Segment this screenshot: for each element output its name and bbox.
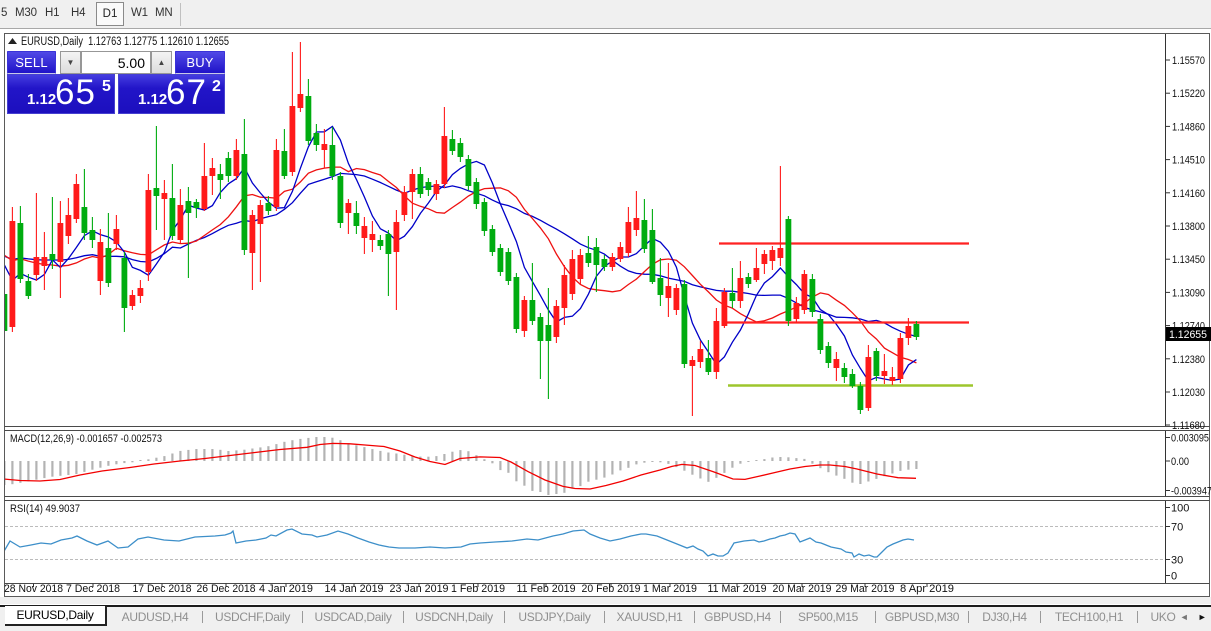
svg-text:-0.003947: -0.003947 — [1171, 486, 1211, 498]
svg-text:29 Mar 2019: 29 Mar 2019 — [836, 583, 895, 595]
svg-text:1 Mar 2019: 1 Mar 2019 — [643, 583, 697, 595]
svg-text:14 Jan 2019: 14 Jan 2019 — [325, 583, 384, 595]
svg-text:1 Feb 2019: 1 Feb 2019 — [451, 583, 505, 595]
svg-text:1.12380: 1.12380 — [1172, 354, 1205, 366]
svg-text:20 Feb 2019: 20 Feb 2019 — [582, 583, 641, 595]
svg-text:1.14510: 1.14510 — [1172, 155, 1205, 167]
svg-text:4 Jan 2019: 4 Jan 2019 — [259, 583, 313, 595]
svg-text:28 Nov 2018: 28 Nov 2018 — [4, 583, 63, 595]
svg-text:1.15570: 1.15570 — [1172, 55, 1205, 67]
svg-text:0: 0 — [1171, 571, 1177, 583]
svg-text:20 Mar 2019: 20 Mar 2019 — [773, 583, 832, 595]
svg-text:23 Jan 2019: 23 Jan 2019 — [390, 583, 449, 595]
svg-text:1.12030: 1.12030 — [1172, 387, 1205, 399]
svg-text:30: 30 — [1171, 555, 1183, 567]
svg-text:1.12655: 1.12655 — [1169, 329, 1207, 341]
svg-text:1.15220: 1.15220 — [1172, 88, 1205, 100]
svg-text:RSI(14) 49.9037: RSI(14) 49.9037 — [10, 503, 80, 515]
svg-text:1.11680: 1.11680 — [1172, 420, 1205, 432]
svg-text:EURUSD,Daily 1.12763 1.12775: EURUSD,Daily 1.12763 1.12775 1.12610 1.1… — [21, 36, 229, 48]
svg-text:0.003095: 0.003095 — [1171, 433, 1209, 445]
svg-text:7 Dec 2018: 7 Dec 2018 — [66, 583, 120, 595]
svg-text:26 Dec 2018: 26 Dec 2018 — [197, 583, 256, 595]
svg-text:70: 70 — [1171, 522, 1183, 534]
svg-text:1.13450: 1.13450 — [1172, 254, 1205, 266]
svg-text:11 Mar 2019: 11 Mar 2019 — [708, 583, 767, 595]
svg-text:100: 100 — [1171, 503, 1189, 515]
svg-text:17 Dec 2018: 17 Dec 2018 — [133, 583, 192, 595]
svg-text:11 Feb 2019: 11 Feb 2019 — [517, 583, 576, 595]
svg-text:1.14860: 1.14860 — [1172, 121, 1205, 133]
svg-text:0.00: 0.00 — [1171, 456, 1189, 468]
svg-text:1.14160: 1.14160 — [1172, 188, 1205, 200]
svg-text:MACD(12,26,9) -0.001657 -0.002: MACD(12,26,9) -0.001657 -0.002573 — [10, 433, 162, 445]
svg-text:8 Apr 2019: 8 Apr 2019 — [900, 583, 954, 595]
svg-text:1.13800: 1.13800 — [1172, 221, 1205, 233]
svg-text:1.13090: 1.13090 — [1172, 287, 1205, 299]
